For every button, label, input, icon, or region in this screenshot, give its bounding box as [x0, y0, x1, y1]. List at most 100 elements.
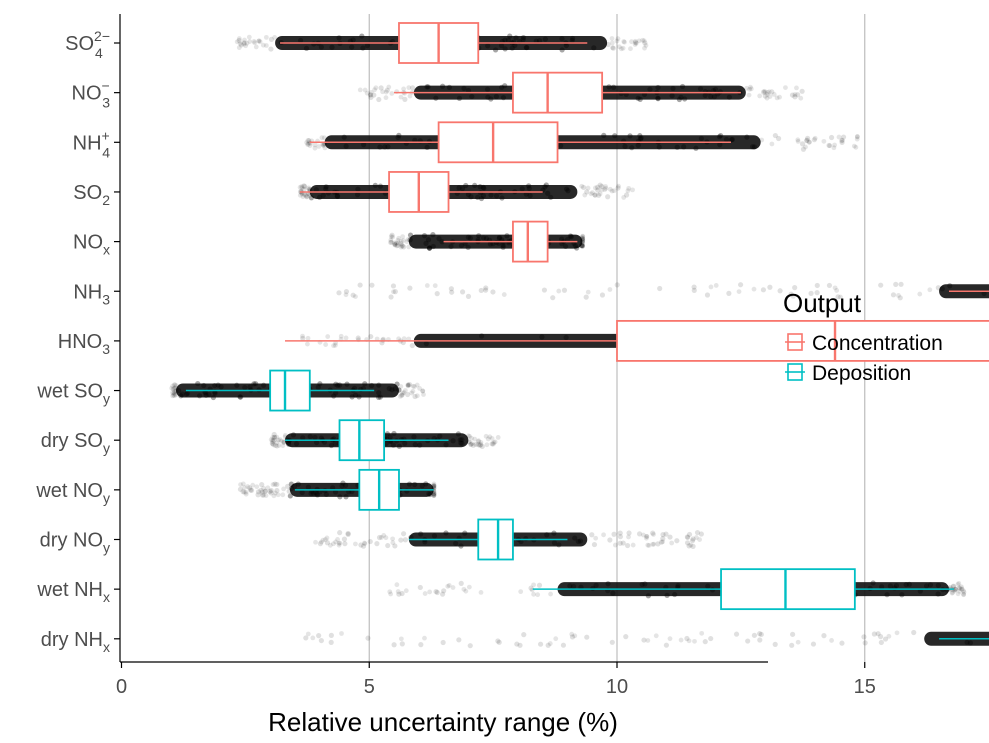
jitter-point	[500, 242, 506, 249]
jitter-point	[436, 236, 442, 242]
jitter-point	[242, 384, 248, 391]
jitter-point	[878, 282, 884, 288]
jitter-point	[406, 244, 412, 250]
jitter-point	[411, 434, 417, 440]
jitter-point	[402, 388, 408, 393]
box-nox	[443, 220, 578, 263]
jitter-point	[524, 44, 530, 51]
jitter-point	[769, 89, 775, 95]
jitter-point	[251, 381, 257, 387]
jitter-point	[369, 282, 375, 288]
jitter-point	[465, 244, 471, 250]
jitter-point	[172, 382, 178, 388]
jitter-point	[282, 434, 288, 440]
jitter-point	[407, 237, 413, 243]
jitter-point	[487, 241, 493, 247]
jitter-point	[862, 640, 868, 646]
jitter-point	[350, 37, 356, 43]
jitter-point	[478, 441, 484, 448]
jitter-point	[369, 382, 375, 389]
jitter-point	[261, 382, 267, 388]
jitter-point	[596, 192, 602, 198]
jitter-point	[500, 95, 507, 101]
jitter-point	[337, 540, 343, 546]
jitter-point	[304, 194, 310, 200]
jitter-point	[490, 289, 496, 295]
jitter-point	[396, 235, 402, 241]
jitter-point	[523, 536, 529, 542]
jitter-point	[612, 133, 618, 139]
jitter-point	[592, 192, 598, 198]
jitter-point	[669, 93, 675, 99]
y-tick-label-wet-nhx: wet NHx	[36, 579, 110, 605]
jitter-point	[597, 191, 603, 197]
jitter-point	[517, 642, 523, 648]
jitter-point	[431, 484, 437, 490]
jitter-point	[430, 232, 436, 238]
jitter-point	[270, 437, 276, 443]
jitter-point	[362, 540, 367, 546]
jitter-point	[751, 286, 757, 292]
jitter-point	[271, 493, 277, 499]
jitter-point	[417, 442, 423, 448]
jitter-point	[611, 84, 617, 90]
jitter-point	[461, 85, 467, 92]
jitter-point	[238, 394, 244, 400]
jitter-point	[607, 537, 613, 543]
jitter-point	[651, 541, 657, 547]
jitter-point	[285, 483, 291, 489]
iqr-box-no3	[512, 71, 604, 114]
jitter-point	[789, 642, 795, 648]
jitter-point	[467, 434, 473, 439]
jitter-point	[686, 531, 693, 538]
jitter-point	[307, 143, 313, 149]
jitter-point	[580, 240, 586, 246]
jitter-point	[461, 586, 467, 592]
jitter-point	[579, 244, 585, 250]
y-tick-label-nh4: NH+ 4	[73, 127, 111, 160]
jitter-point	[772, 132, 778, 139]
jitter-point	[443, 530, 449, 536]
jitter-point	[302, 192, 307, 198]
jitter-point	[838, 294, 843, 300]
jitter-point	[544, 532, 550, 538]
jitter-point	[893, 583, 900, 589]
jitter-point	[299, 191, 305, 197]
jitter-point	[382, 144, 388, 150]
jitter-point	[641, 637, 647, 643]
jitter-point	[238, 42, 244, 48]
jitter-point	[632, 42, 638, 47]
jitter-point	[262, 488, 268, 494]
jitter-point	[431, 492, 437, 498]
iqr-box-wet-nhx	[720, 568, 856, 611]
jitter-point	[548, 194, 554, 200]
jitter-point	[368, 90, 374, 95]
jitter-point	[318, 435, 325, 441]
jitter-point	[694, 529, 701, 536]
jitter-point	[839, 138, 845, 144]
jitter-point	[171, 392, 176, 398]
jitter-point	[757, 631, 763, 637]
jitter-point	[389, 239, 394, 245]
jitter-point	[466, 439, 472, 445]
jitter-point	[512, 42, 518, 49]
jitter-point	[579, 234, 585, 240]
jitter-point	[253, 44, 259, 50]
jitter-point	[795, 138, 801, 144]
jitter-point	[623, 634, 629, 640]
jitter-point	[726, 94, 732, 100]
jitter-point	[584, 634, 590, 640]
jitter-point	[337, 530, 343, 536]
jitter-point	[672, 591, 678, 598]
jitter-point	[563, 186, 570, 192]
jitter-point	[657, 285, 663, 292]
jitter-point	[172, 391, 178, 397]
jitter-point	[656, 144, 662, 150]
jitter-point	[392, 241, 398, 247]
jitter-point	[401, 390, 407, 395]
jitter-point	[686, 543, 692, 549]
jitter-point	[605, 194, 611, 200]
axes	[119, 14, 768, 663]
jitter-point	[599, 292, 606, 298]
jitter-point	[565, 188, 571, 194]
